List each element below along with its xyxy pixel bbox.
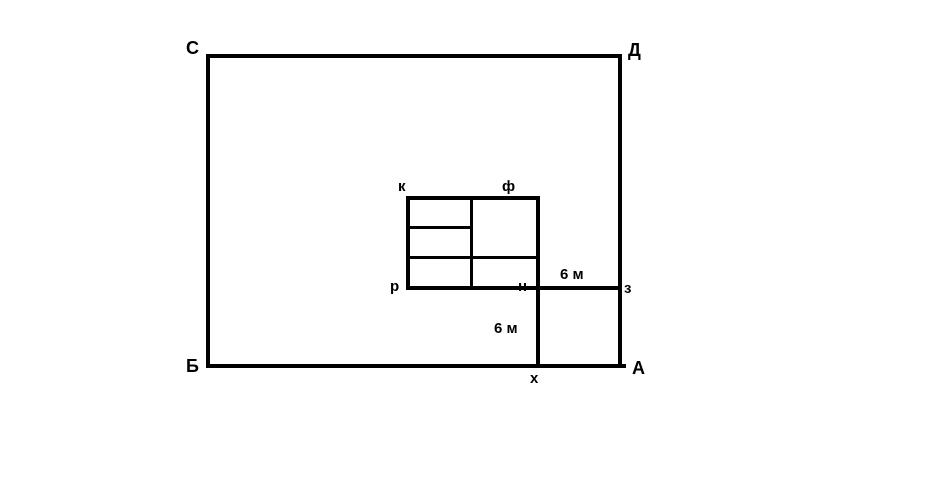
outer-bottom	[206, 364, 626, 368]
label-a: А	[632, 358, 645, 379]
upper-rect-right	[536, 196, 540, 290]
upper-rect-bottom	[406, 286, 540, 290]
label-d: Д	[628, 40, 641, 61]
upper-rect-top	[406, 196, 540, 200]
upper-rect-left	[406, 196, 410, 290]
label-z: з	[624, 280, 631, 297]
label-c: С	[186, 38, 199, 59]
label-k: к	[398, 178, 406, 195]
upper-rect-hdiv1	[406, 226, 470, 229]
outer-left	[206, 54, 210, 368]
label-f: ф	[502, 178, 515, 195]
outer-right	[618, 54, 622, 368]
outer-top	[206, 54, 622, 58]
upper-rect-hdiv2	[406, 256, 540, 259]
label-x: х	[530, 370, 538, 387]
upper-rect-vdivider	[470, 196, 473, 290]
small-sq-left	[536, 286, 540, 368]
label-p: р	[390, 278, 399, 295]
measure-6m-left: 6 м	[494, 320, 518, 337]
small-sq-top	[536, 286, 622, 290]
measure-6m-top: 6 м	[560, 266, 584, 283]
label-b: Б	[186, 356, 199, 377]
